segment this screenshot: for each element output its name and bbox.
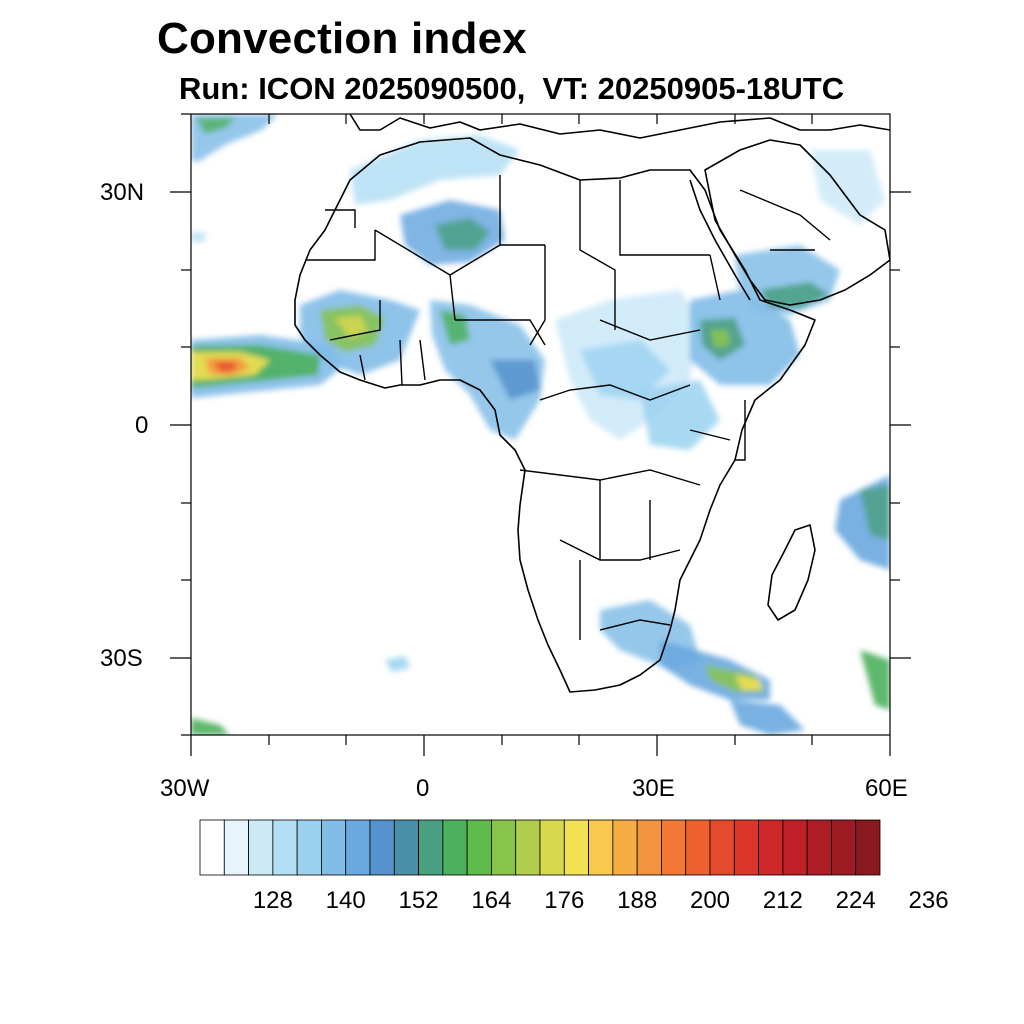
- field-blob: [385, 656, 410, 672]
- colorbar-label: 224: [835, 887, 876, 914]
- africa-coast: [294, 137, 816, 693]
- x-tick-60e: 60E: [865, 775, 908, 802]
- colorbar-box: [418, 819, 444, 876]
- colorbar-box: [733, 819, 759, 876]
- field-blob: [440, 310, 470, 345]
- field-blob: [196, 118, 236, 134]
- map-background: [191, 114, 890, 735]
- colorbar-box: [248, 819, 274, 876]
- field-blob: [435, 218, 490, 250]
- colorbar-box: [393, 819, 419, 876]
- colorbar-label: 188: [617, 887, 658, 914]
- convection-field: [191, 114, 890, 735]
- field-blob: [735, 675, 762, 690]
- colorbar-box: [515, 819, 541, 876]
- field-blob: [580, 340, 670, 400]
- colorbar-box: [782, 819, 808, 876]
- country-borders: [305, 175, 831, 640]
- field-blob: [191, 718, 230, 735]
- colorbar-box: [223, 819, 249, 876]
- field-blob: [810, 150, 885, 225]
- y-tick-30n: 30N: [100, 179, 145, 206]
- colorbar-box: [636, 819, 662, 876]
- colorbar-label: 212: [762, 887, 803, 914]
- colorbar-box: [612, 819, 638, 876]
- red-sea-coast: [689, 179, 751, 301]
- colorbar-box: [831, 819, 857, 876]
- colorbar-box: [758, 819, 784, 876]
- colorbar-label: 236: [908, 887, 949, 914]
- x-tick-30w: 30W: [160, 775, 210, 802]
- colorbar-label: 164: [471, 887, 512, 914]
- colorbar-box: [855, 819, 881, 876]
- field-blob: [730, 700, 805, 735]
- colorbar-box: [806, 819, 832, 876]
- field-blob: [350, 135, 520, 205]
- colorbar-box: [199, 819, 225, 876]
- x-tick-0: 0: [416, 775, 430, 802]
- chart-subtitle: Run: ICON 2025090500, VT: 20250905-18UTC: [179, 71, 845, 106]
- y-tick-30s: 30S: [100, 645, 143, 672]
- arabia-coast: [704, 139, 890, 306]
- colorbar-box: [491, 819, 517, 876]
- colorbar-box: [272, 819, 298, 876]
- europe-coast: [349, 114, 890, 139]
- colorbar-label: 152: [398, 887, 439, 914]
- field-blob: [191, 232, 205, 242]
- colorbar-box: [296, 819, 322, 876]
- colorbar-label: 128: [252, 887, 293, 914]
- colorbar-label: 140: [325, 887, 366, 914]
- colorbar-label: 200: [689, 887, 731, 914]
- colorbar-box: [685, 819, 711, 876]
- field-blob: [860, 485, 890, 540]
- colorbar: [199, 819, 881, 876]
- colorbar-box: [321, 819, 347, 876]
- colorbar-box: [369, 819, 395, 876]
- colorbar-box: [588, 819, 614, 876]
- field-blob: [860, 650, 890, 710]
- colorbar-box: [709, 819, 735, 876]
- field-blob: [215, 362, 236, 372]
- x-tick-30e: 30E: [632, 775, 675, 802]
- axis-ticks: [170, 113, 911, 756]
- colorbar-box: [442, 819, 468, 876]
- field-blob: [690, 290, 800, 385]
- field-blob: [335, 316, 368, 338]
- colorbar-box: [466, 819, 492, 876]
- madagascar-coast: [767, 524, 816, 621]
- colorbar-box: [539, 819, 565, 876]
- colorbar-box: [345, 819, 371, 876]
- field-blob: [490, 360, 540, 400]
- colorbar-box: [563, 819, 589, 876]
- colorbar-box: [661, 819, 687, 876]
- chart-title: Convection index: [157, 14, 527, 63]
- colorbar-label: 176: [544, 887, 585, 914]
- y-tick-0: 0: [135, 412, 149, 439]
- coastlines: [294, 114, 890, 693]
- field-blob: [710, 330, 730, 348]
